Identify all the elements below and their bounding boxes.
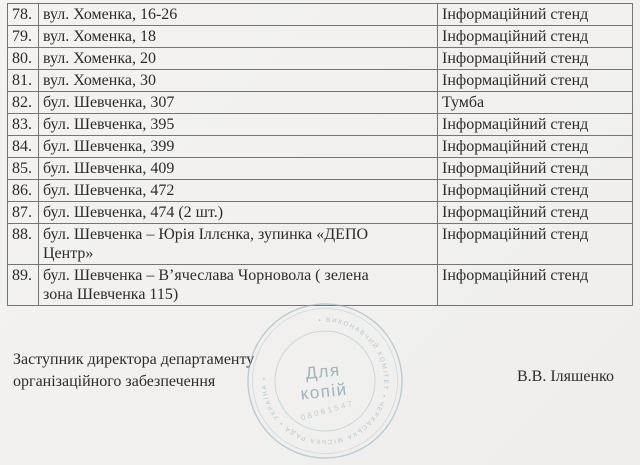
row-number-cell: 89.: [7, 264, 39, 306]
type-cell: Інформаційний стенд: [437, 223, 633, 265]
signature-title: Заступник директора департаменту організ…: [13, 349, 254, 393]
stamp-center-text-line2: копій: [300, 380, 349, 404]
row-number-cell: 83.: [7, 113, 39, 136]
table-row: 89. бул. Шевченка – В’ячеслава Чорновола…: [7, 264, 633, 306]
type-cell: Інформаційний стенд: [437, 47, 633, 70]
address-cell: бул. Шевченка, 307: [38, 91, 438, 114]
address-cell: бул. Шевченка, 409: [38, 157, 438, 180]
table-row: 85. бул. Шевченка, 409 Інформаційний сте…: [7, 157, 633, 180]
table-body: 78. вул. Хоменка, 16-26 Інформаційний ст…: [7, 3, 633, 306]
locations-table: 78. вул. Хоменка, 16-26 Інформаційний ст…: [7, 3, 633, 306]
row-number-cell: 82.: [7, 91, 39, 114]
address-cell: бул. Шевченка, 472: [38, 179, 438, 202]
table-row: 79. вул. Хоменка, 18 Інформаційний стенд: [7, 25, 633, 48]
type-cell: Інформаційний стенд: [437, 69, 633, 92]
row-number-cell: 80.: [7, 47, 39, 70]
type-cell: Інформаційний стенд: [437, 25, 633, 48]
table-row: 81. вул. Хоменка, 30 Інформаційний стенд: [7, 69, 633, 92]
type-cell: Інформаційний стенд: [437, 179, 633, 202]
signature-title-line2: організаційного забезпечення: [13, 373, 216, 390]
stamp-outer-ring-inner-line: [252, 308, 398, 454]
copy-stamp: • ВИКОНАВЧИЙ КОМІТЕТ • ЧЕРКАСЬКА МІСЬКА …: [247, 303, 403, 459]
address-cell: вул. Хоменка, 18: [38, 25, 438, 48]
type-cell: Інформаційний стенд: [437, 135, 633, 158]
address-cell: бул. Шевченка – Юрія Іллєнка, зупинка «Д…: [38, 223, 438, 265]
table-row: 84. бул. Шевченка, 399 Інформаційний сте…: [7, 135, 633, 158]
row-number-cell: 86.: [7, 179, 39, 202]
signature-title-line1: Заступник директора департаменту: [13, 351, 255, 368]
address-cell: бул. Шевченка, 474 (2 шт.): [38, 201, 438, 224]
row-number-cell: 84.: [7, 135, 39, 158]
table-row: 82. бул. Шевченка, 307 Тумба: [7, 91, 633, 114]
row-number-cell: 85.: [7, 157, 39, 180]
type-cell: Інформаційний стенд: [437, 113, 633, 136]
type-cell: Інформаційний стенд: [437, 3, 633, 26]
table-row: 78. вул. Хоменка, 16-26 Інформаційний ст…: [7, 3, 633, 26]
stamp-center-text-line1: Для: [305, 360, 342, 383]
row-number-cell: 81.: [7, 69, 39, 92]
table-row: 80. вул. Хоменка, 20 Інформаційний стенд: [7, 47, 633, 70]
address-cell: бул. Шевченка, 395: [38, 113, 438, 136]
address-cell: вул. Хоменка, 30: [38, 69, 438, 92]
table-row: 88. бул. Шевченка – Юрія Іллєнка, зупинк…: [7, 223, 633, 265]
stamp-outer-ring: [247, 303, 403, 459]
address-cell: вул. Хоменка, 16-26: [38, 3, 438, 26]
type-cell: Інформаційний стенд: [437, 201, 633, 224]
stamp-inner-ring: [274, 330, 376, 432]
address-cell: бул. Шевченка – В’ячеслава Чорновола ( з…: [38, 264, 438, 306]
type-cell: Тумба: [437, 91, 633, 114]
table-row: 87. бул. Шевченка, 474 (2 шт.) Інформаці…: [7, 201, 633, 224]
row-number-cell: 87.: [7, 201, 39, 224]
address-cell: вул. Хоменка, 20: [38, 47, 438, 70]
address-cell: бул. Шевченка, 399: [38, 135, 438, 158]
table-row: 86. бул. Шевченка, 472 Інформаційний сте…: [7, 179, 633, 202]
row-number-cell: 79.: [7, 25, 39, 48]
table-row: 83. бул. Шевченка, 395 Інформаційний сте…: [7, 113, 633, 136]
signature-name: В.В. Іляшенко: [517, 368, 614, 385]
row-number-cell: 78.: [7, 3, 39, 26]
type-cell: Інформаційний стенд: [437, 264, 633, 306]
row-number-cell: 88.: [7, 223, 39, 265]
type-cell: Інформаційний стенд: [437, 157, 633, 180]
